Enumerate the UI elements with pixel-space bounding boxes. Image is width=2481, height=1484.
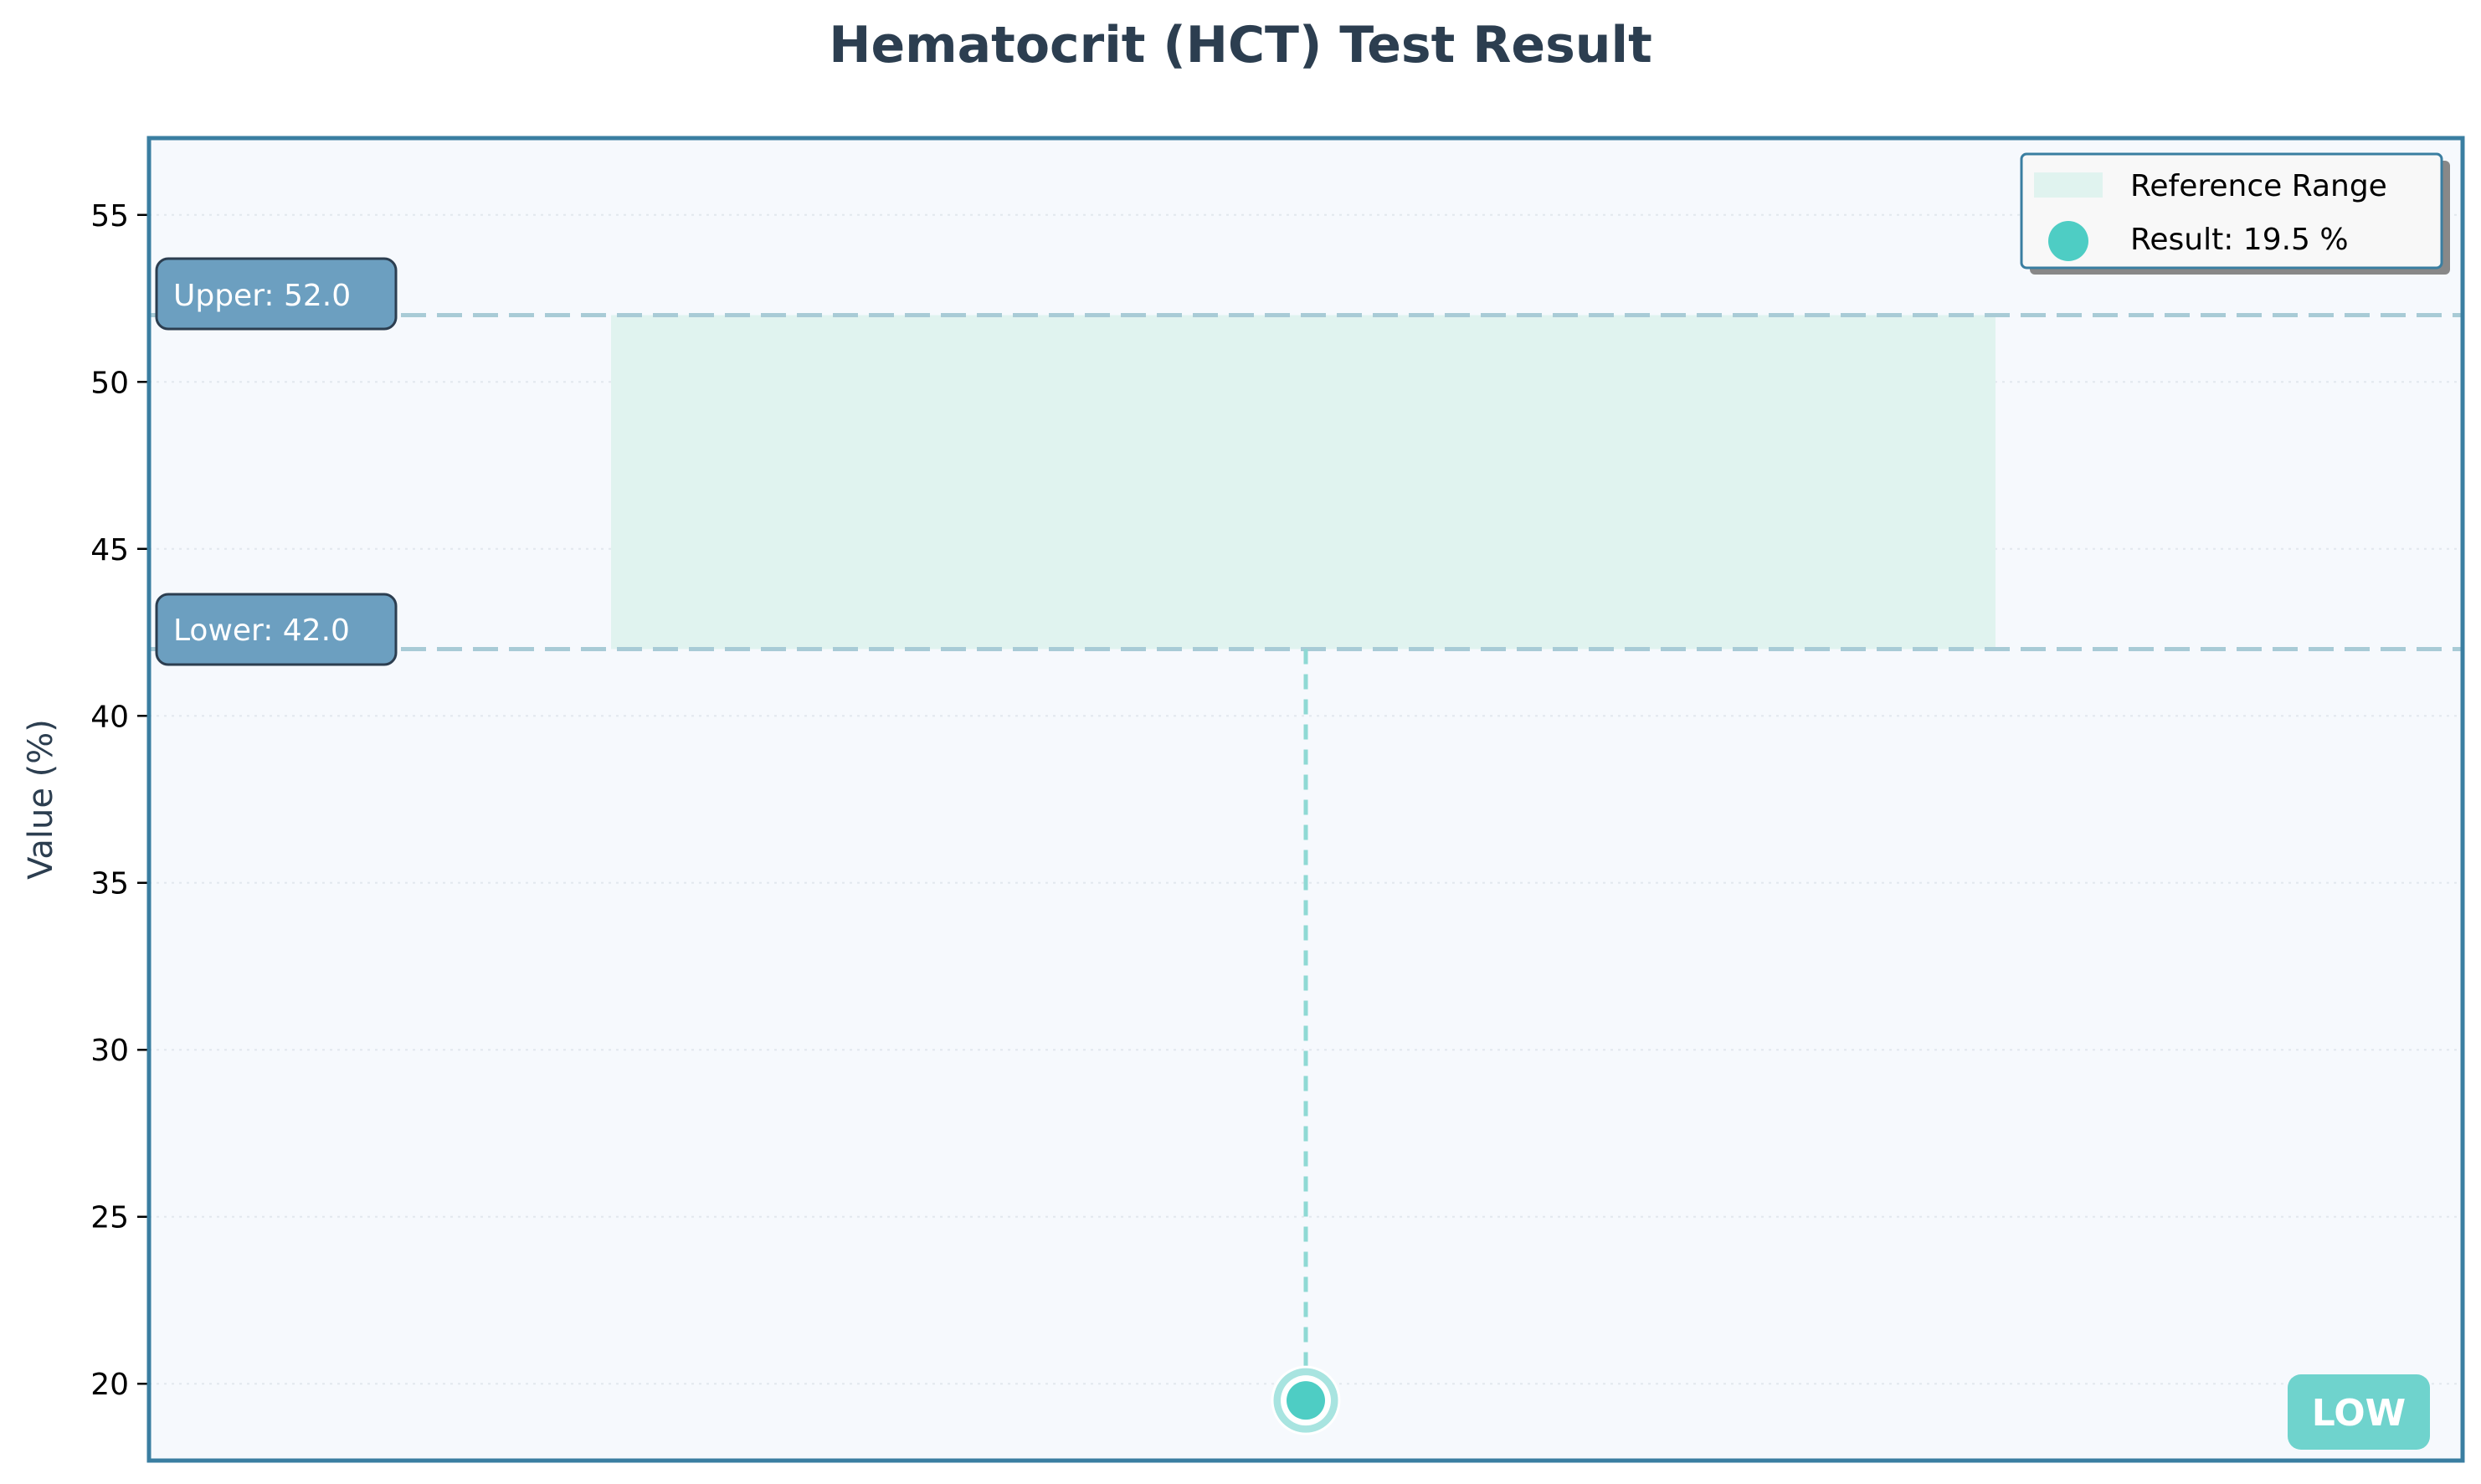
plot-frame: [146, 136, 2465, 1463]
legend-range-label: Reference Range: [2130, 169, 2387, 203]
y-tick-label: 40: [90, 700, 129, 734]
result-point: [1287, 1381, 1325, 1420]
y-tick-label: 50: [90, 366, 129, 400]
reference-range-band: [611, 315, 1996, 650]
lower-limit-label-text: Lower: 42.0: [173, 614, 350, 648]
lower-limit-label: Lower: 42.0: [155, 593, 398, 666]
status-badge-text: LOW: [2312, 1392, 2406, 1435]
y-tick-label: 30: [90, 1034, 129, 1068]
y-tick-label: 20: [90, 1368, 129, 1402]
y-tick-label: 35: [90, 867, 129, 901]
grid-lines: [149, 213, 2463, 1385]
y-axis-label: Value (%): [22, 719, 60, 880]
upper-limit-label: Upper: 52.0: [155, 257, 398, 331]
y-axis-ticks: 20 25 30 35 40 45 50 55: [90, 199, 149, 1402]
legend-result-marker: [2048, 221, 2088, 261]
y-tick-label: 25: [90, 1201, 129, 1235]
legend-result-label: Result: 19.5 %: [2130, 223, 2349, 257]
upper-limit-label-text: Upper: 52.0: [173, 279, 351, 313]
y-tick-label: 45: [90, 533, 129, 567]
legend-range-swatch: [2034, 172, 2103, 198]
chart-title: Hematocrit (HCT) Test Result: [829, 16, 1652, 74]
status-badge: LOW: [2288, 1374, 2430, 1450]
y-tick-label: 55: [90, 199, 129, 234]
legend: Reference Range Result: 19.5 %: [2020, 152, 2450, 275]
